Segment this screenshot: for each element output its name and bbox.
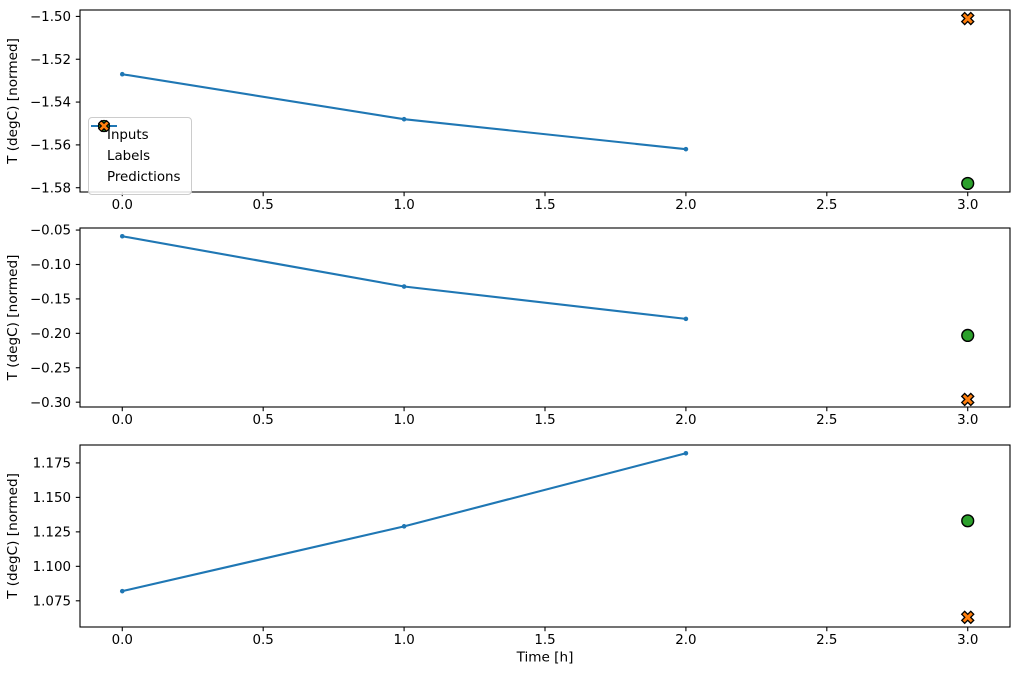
y-tick-label: 1.100	[33, 560, 71, 575]
labels-circle-marker	[961, 176, 975, 191]
x-tick-label: 1.5	[534, 413, 555, 428]
y-tick-label: 1.150	[33, 491, 71, 506]
y-tick-label: −1.54	[30, 96, 71, 111]
legend-label: Labels	[107, 148, 151, 164]
predictions-x-marker	[960, 610, 975, 625]
axes-frame	[79, 227, 1011, 408]
inputs-point-marker	[401, 284, 407, 289]
x-tick-label: 3.0	[957, 413, 978, 428]
legend-label: Predictions	[107, 169, 181, 185]
inputs-point-marker	[683, 146, 689, 152]
x-tick-label: 1.0	[393, 413, 414, 428]
labels-circle-marker	[961, 514, 975, 528]
x-tick-label: 0.0	[112, 633, 133, 648]
y-tick-label: −0.20	[30, 327, 71, 342]
y-tick-label: −0.10	[30, 258, 71, 273]
labels-circle-marker	[961, 328, 975, 343]
inputs-point-marker	[401, 524, 407, 529]
axes-frame	[79, 444, 1011, 628]
x-tick-label: 3.0	[957, 633, 978, 648]
y-tick-label: −0.05	[30, 224, 71, 239]
inputs-line	[121, 452, 687, 593]
inputs-point-marker	[119, 233, 125, 239]
inputs-line	[121, 73, 687, 151]
y-tick-label: −1.52	[30, 53, 71, 68]
x-tick-label: 0.0	[112, 198, 133, 213]
x-tick-label: 2.5	[816, 413, 837, 428]
y-axis-label: T (degC) [normed]	[5, 38, 21, 165]
legend-entry-labels: Labels	[97, 119, 181, 166]
x-tick-label: 0.5	[253, 198, 274, 213]
y-tick-label: 1.175	[33, 457, 71, 472]
legend-label: Inputs	[107, 127, 149, 143]
inputs-line	[121, 235, 687, 320]
inputs-point-marker	[683, 450, 689, 456]
x-tick-label: 2.0	[675, 633, 696, 648]
y-tick-label: −1.50	[30, 10, 71, 25]
x-tick-label: 1.0	[393, 633, 414, 648]
y-tick-label: 1.075	[33, 594, 71, 609]
x-tick-label: 2.0	[675, 413, 696, 428]
x-tick-label: 1.0	[393, 198, 414, 213]
axes-frame	[79, 9, 1011, 193]
y-tick-label: −1.58	[30, 181, 71, 196]
x-tick-label: 2.0	[675, 198, 696, 213]
inputs-point-marker	[401, 116, 407, 122]
x-tick-label: 0.0	[112, 413, 133, 428]
y-tick-label: −0.25	[30, 361, 71, 376]
inputs-point-marker	[683, 316, 689, 322]
y-tick-label: 1.125	[33, 525, 71, 540]
x-tick-label: 2.5	[816, 633, 837, 648]
x-tick-label: 0.5	[253, 633, 274, 648]
predictions-x-marker	[960, 392, 975, 407]
inputs-point-marker	[119, 71, 125, 77]
x-tick-label: 0.5	[253, 413, 274, 428]
subplot-1: 0.0 0.5 1.0 1.5 2.0 2.5 3.0 −0.05 −0.10 −0.15 −0.2…	[5, 224, 1011, 428]
y-axis-label: T (degC) [normed]	[5, 473, 21, 600]
subplot-2: 0.0 0.5 1.0 1.5 2.0 2.5 3.0 1.075 1.100 1.125 1.15…	[5, 444, 1011, 666]
x-cross-icon	[97, 119, 111, 133]
legend-entry-predictions: Predictions	[97, 119, 181, 187]
x-tick-label: 1.5	[534, 198, 555, 213]
subplot-0: 0.0 0.5 1.0 1.5 2.0 2.5 3.0 −1.50 −1.52 −1.54 −1.5…	[5, 9, 1011, 213]
y-tick-label: −0.15	[30, 293, 71, 308]
inputs-point-marker	[119, 588, 125, 594]
predictions-x-marker	[960, 11, 975, 26]
x-tick-label: 3.0	[957, 198, 978, 213]
y-tick-label: −1.56	[30, 138, 71, 153]
legend-box: Inputs Labels Predictions	[88, 117, 192, 195]
x-tick-label: 1.5	[534, 633, 555, 648]
y-axis-label: T (degC) [normed]	[5, 255, 21, 382]
x-axis-label: Time [h]	[516, 650, 574, 666]
x-tick-label: 2.5	[816, 198, 837, 213]
y-tick-label: −0.30	[30, 396, 71, 411]
